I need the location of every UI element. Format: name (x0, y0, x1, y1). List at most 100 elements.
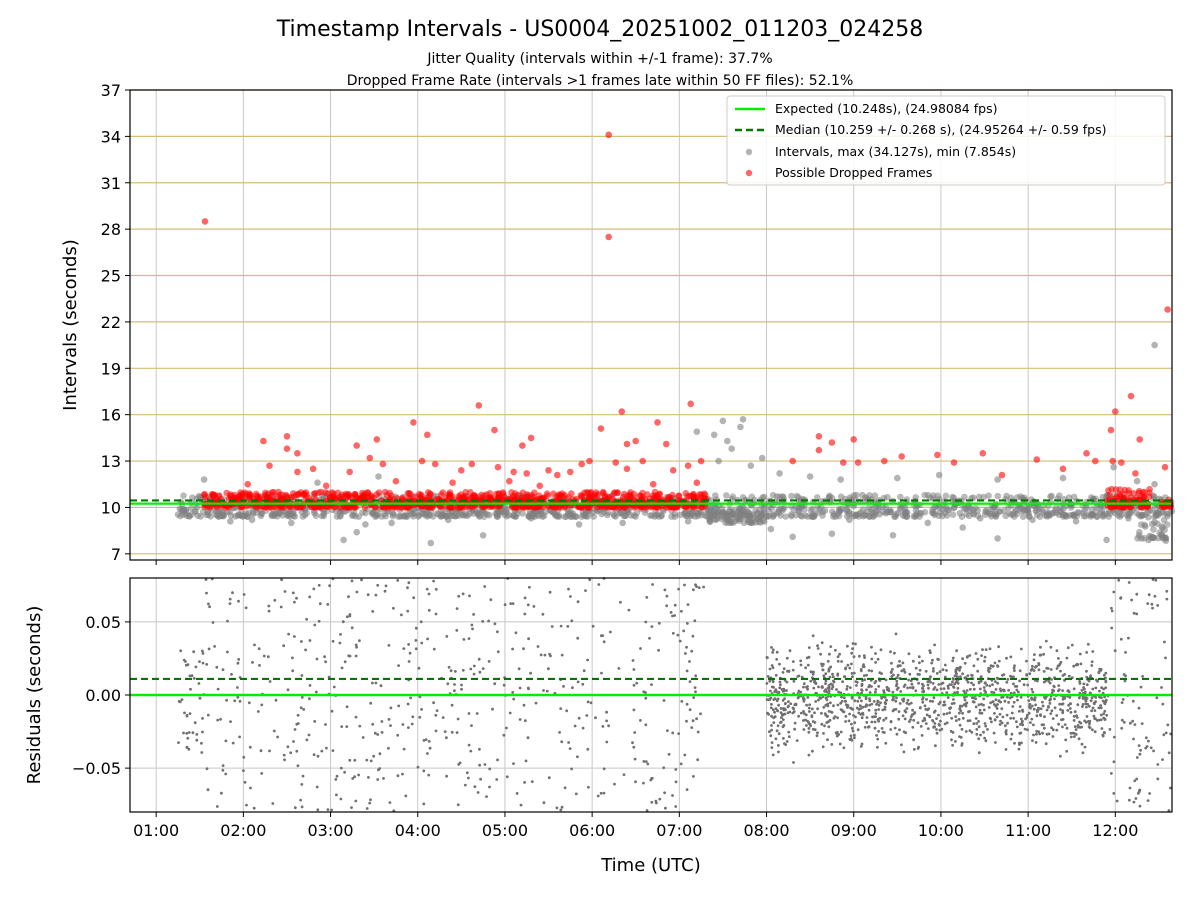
residual-point (1160, 686, 1163, 689)
dropped-frame-point (462, 493, 470, 500)
residual-point (293, 728, 297, 731)
residual-point (1052, 684, 1056, 688)
interval-point (1125, 510, 1132, 517)
residual-point (205, 663, 209, 666)
interval-point (1059, 474, 1067, 482)
residual-point (296, 764, 300, 768)
residual-point (1099, 704, 1102, 707)
residual-point (977, 737, 981, 741)
residual-point (355, 590, 359, 594)
residual-point (1016, 698, 1019, 702)
residual-point (823, 712, 827, 715)
residual-point (179, 649, 183, 653)
residual-point (1076, 724, 1080, 727)
intervals-y-tick-label: 34 (101, 127, 121, 146)
residual-point (642, 760, 646, 763)
residual-point (1051, 717, 1055, 720)
residual-point (644, 760, 648, 763)
dropped-frame-point (665, 493, 672, 501)
residual-point (366, 593, 370, 597)
residual-point (1104, 686, 1108, 690)
residual-point (182, 658, 186, 662)
residual-point (258, 664, 261, 667)
residual-point (1085, 669, 1088, 673)
residual-point (1017, 690, 1020, 694)
dropped-frame-point (481, 492, 488, 500)
residual-point (345, 705, 349, 709)
residual-point (1088, 691, 1092, 695)
residual-point (300, 674, 304, 677)
residual-point (1035, 732, 1038, 736)
residual-point (392, 606, 395, 610)
residual-point (577, 716, 581, 720)
residual-point (1137, 706, 1141, 710)
residual-point (376, 733, 380, 736)
dropped-frame-point (1116, 492, 1124, 500)
residual-point (879, 648, 883, 652)
residual-point (799, 690, 803, 694)
residual-point (865, 716, 869, 719)
residual-point (768, 667, 772, 671)
dropped-frame-point (898, 453, 905, 460)
residual-point (929, 675, 932, 678)
residual-point (1032, 658, 1036, 662)
interval-point (604, 509, 612, 517)
interval-point (410, 513, 417, 520)
residual-point (476, 791, 480, 794)
residual-point (1033, 696, 1037, 699)
residual-point (189, 687, 192, 691)
residual-point (1085, 705, 1088, 709)
residual-point (781, 725, 785, 729)
residual-point (769, 734, 773, 738)
interval-point (769, 491, 777, 499)
interval-point (452, 512, 459, 520)
residual-point (874, 661, 877, 664)
residual-point (1037, 668, 1041, 672)
residual-point (1041, 700, 1044, 704)
intervals-y-label: Intervals (seconds) (60, 239, 81, 411)
residual-point (807, 753, 811, 757)
residual-point (909, 718, 912, 721)
residual-point (694, 690, 697, 694)
interval-point (788, 492, 795, 500)
interval-point (445, 510, 452, 518)
residual-point (853, 736, 856, 740)
legend-dropped-swatch (745, 169, 753, 177)
residual-point (936, 657, 940, 661)
residual-point (296, 713, 300, 717)
residual-point (286, 745, 290, 749)
residual-point (1030, 704, 1034, 708)
residual-point (315, 785, 319, 789)
residual-point (1019, 731, 1023, 735)
residual-point (586, 658, 589, 662)
residual-point (840, 660, 843, 663)
residual-point (911, 686, 915, 690)
residual-point (317, 583, 321, 587)
interval-point (1125, 515, 1132, 522)
residual-point (1039, 707, 1043, 711)
residual-point (354, 715, 358, 719)
residual-point (941, 668, 945, 672)
residual-point (650, 625, 654, 628)
x-tick-label: 03:00 (307, 821, 353, 840)
residual-point (461, 592, 465, 596)
residual-point (777, 732, 781, 736)
residual-point (985, 683, 989, 687)
residual-point (1049, 645, 1053, 649)
residual-point (686, 622, 689, 625)
residual-point (1013, 741, 1016, 745)
residual-point (826, 702, 830, 706)
residual-point (777, 750, 780, 754)
residual-point (807, 646, 811, 649)
dropped-frame-point (549, 503, 557, 511)
residual-point (469, 749, 473, 753)
residual-point (1061, 689, 1064, 692)
residual-point (935, 728, 938, 731)
residual-point (956, 686, 960, 690)
residual-point (1093, 730, 1097, 734)
residual-point (1086, 642, 1090, 646)
residual-point (1105, 713, 1109, 717)
residual-point (817, 685, 820, 689)
residual-point (781, 671, 785, 674)
residual-point (249, 786, 252, 790)
